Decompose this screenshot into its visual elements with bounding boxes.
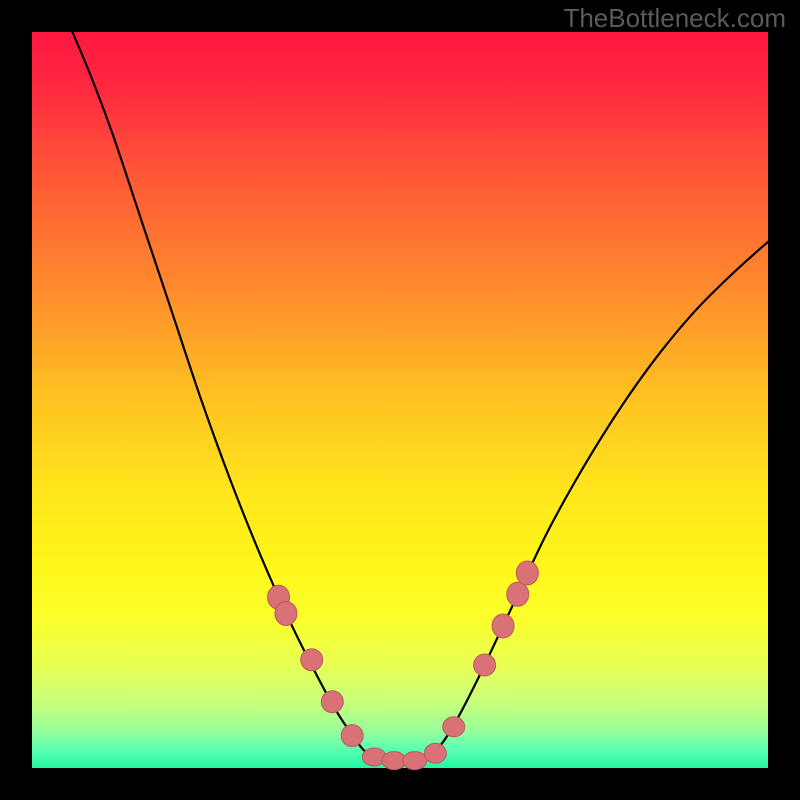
curve-marker [516,561,538,585]
curve-marker [492,614,514,638]
watermark-text: TheBottleneck.com [563,3,786,34]
curve-marker [301,649,323,671]
chart-svg [0,0,800,800]
curve-marker [443,717,465,737]
plot-background [32,32,768,768]
chart-frame: TheBottleneck.com [0,0,800,800]
curve-marker [275,601,297,625]
curve-marker [321,691,343,713]
curve-marker [341,725,363,747]
curve-marker [474,654,496,676]
curve-marker [403,752,427,770]
curve-marker [424,743,446,763]
curve-marker [507,582,529,606]
